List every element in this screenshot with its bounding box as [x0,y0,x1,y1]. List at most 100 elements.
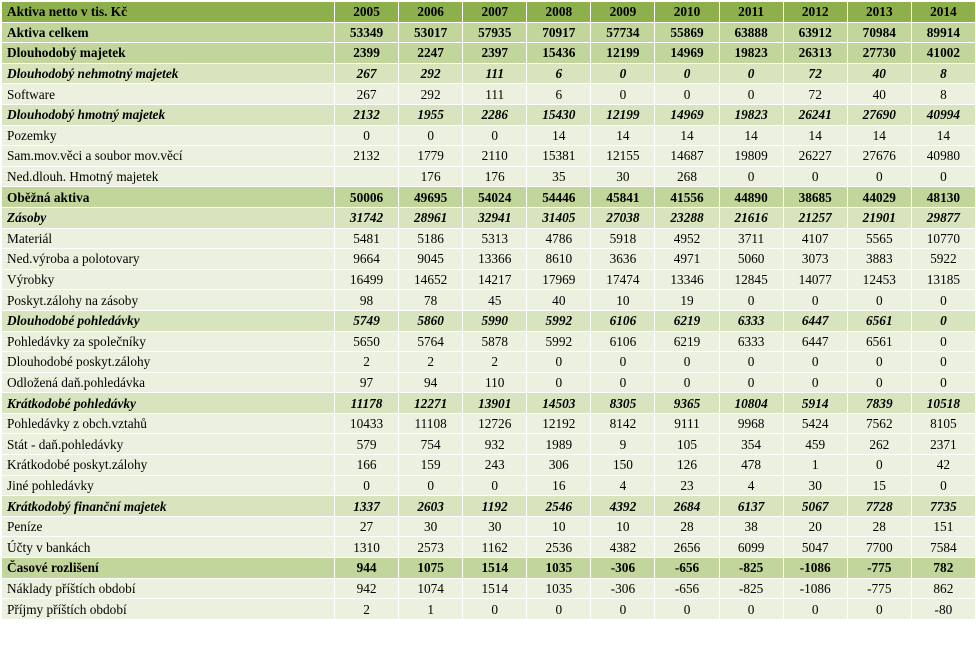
value-cell: 89914 [910,21,976,44]
value-cell: 6447 [782,309,848,332]
value-cell: 1075 [398,557,464,579]
table-row: Software 267 292 111 6 0 0 0 72 40 8 [1,83,976,105]
value-cell: 48130 [910,186,976,208]
value-cell: 31405 [526,206,592,229]
value-cell: 0 [590,62,656,85]
value-cell: 0 [718,371,784,394]
table-row: Stát - daň.pohledávky 579 754 932 1989 9 105 35… [1,433,976,456]
value-cell: 2132 [333,103,400,126]
value-cell: 2684 [654,495,720,517]
value-cell: 14687 [654,145,720,167]
value-cell: 5424 [782,412,848,435]
value-cell: 30 [590,165,656,188]
value-cell: 19823 [718,103,784,126]
value-cell: 16 [526,474,592,497]
value-cell: 27690 [846,103,912,126]
value-cell: 6219 [654,330,720,353]
value-cell: 7584 [910,536,976,559]
row-label: Sam.mov.věci a soubor mov.věcí [1,145,335,167]
value-cell: 11178 [333,392,400,414]
value-cell: 10 [526,515,592,538]
value-cell: 14969 [654,103,720,126]
value-cell: 12271 [398,392,464,414]
value-cell: 27730 [846,42,912,64]
value-cell: -825 [718,557,784,579]
value-cell: 0 [846,598,912,620]
value-cell: 0 [526,371,592,394]
table-body: Aktiva celkem 53349 53017 57935 70917 57734 55… [1,21,976,620]
table-row: Krátkodobý finanční majetek 1337 2603 1192 2… [1,495,976,517]
row-label: Dlouhodobý majetek [1,42,335,64]
row-label: Stát - daň.pohledávky [1,433,335,456]
value-cell: 944 [333,557,400,579]
value-cell: 5914 [782,392,848,414]
row-label: Oběžná aktiva [1,186,335,208]
value-cell: 13185 [910,268,976,291]
value-cell: 2603 [398,495,464,517]
table-header-row: Aktiva netto v tis. Kč 2005 2006 2007 20… [1,1,976,23]
value-cell: 2247 [398,42,464,64]
value-cell: 5918 [590,227,656,250]
value-cell: 19823 [718,42,784,64]
value-cell: 5481 [333,227,400,250]
table-row: Příjmy příštích období 2 1 0 0 0 0 0 0 0 -80 [1,598,976,620]
value-cell: 0 [910,371,976,394]
value-cell: 4971 [654,248,720,270]
row-label: Ned.výroba a polotovary [1,248,335,270]
value-cell: -80 [910,598,976,620]
value-cell: 50006 [333,186,400,208]
value-cell: 55869 [654,21,720,44]
value-cell: 35 [526,165,592,188]
table-row: Peníze 27 30 30 10 10 28 38 20 28 151 [1,515,976,538]
value-cell: 5878 [462,330,528,353]
table-row: Dlouhodobý hmotný majetek 2132 1955 2286 154… [1,103,976,126]
value-cell: 2371 [910,433,976,456]
value-cell: 9 [590,433,656,456]
value-cell: 2399 [333,42,400,64]
value-cell: 105 [654,433,720,456]
value-cell: 932 [462,433,528,456]
value-cell: 14969 [654,42,720,64]
row-label: Poskyt.zálohy na zásoby [1,289,335,311]
value-cell: 10804 [718,392,784,414]
value-cell: 5650 [333,330,400,353]
value-cell: 40980 [910,145,976,167]
value-cell: 262 [846,433,912,456]
value-cell: 7735 [910,495,976,517]
table-row: Časové rozlišení 944 1075 1514 1035 -306 -656-… [1,557,976,579]
value-cell: 29877 [910,206,976,229]
value-cell: 0 [782,289,848,311]
value-cell: 5992 [526,309,592,332]
value-cell: -775 [846,577,912,600]
value-cell: -825 [718,577,784,600]
value-cell: 15430 [526,103,592,126]
value-cell: 159 [398,454,464,476]
value-cell: 9664 [333,248,400,270]
value-cell: 41002 [910,42,976,64]
value-cell: 1514 [462,557,528,579]
row-label: Výrobky [1,268,335,291]
value-cell: 0 [846,165,912,188]
value-cell [333,165,400,188]
value-cell: 23 [654,474,720,497]
table-row: Poskyt.zálohy na zásoby 98 78 45 40 10 19 0 0 0 0 [1,289,976,311]
row-label: Software [1,83,335,105]
value-cell: 0 [782,165,848,188]
value-cell: 14 [782,124,848,147]
value-cell: 0 [846,289,912,311]
value-cell: -1086 [782,557,848,579]
table-row: Zásoby 31742 28961 32941 31405 27038 23288 2161… [1,206,976,229]
row-label: Časové rozlišení [1,557,335,579]
value-cell: 94 [398,371,464,394]
value-cell: 478 [718,454,784,476]
value-cell: 176 [398,165,464,188]
value-cell: 7728 [846,495,912,517]
table-row: Náklady příštích období 942 1074 1514 1035 -3… [1,577,976,600]
value-cell: 243 [462,454,528,476]
value-cell: 70917 [526,21,592,44]
value-cell: 2110 [462,145,528,167]
value-cell: 7700 [846,536,912,559]
value-cell: 2 [462,351,528,373]
value-cell: 12192 [526,412,592,435]
value-cell: 14 [846,124,912,147]
